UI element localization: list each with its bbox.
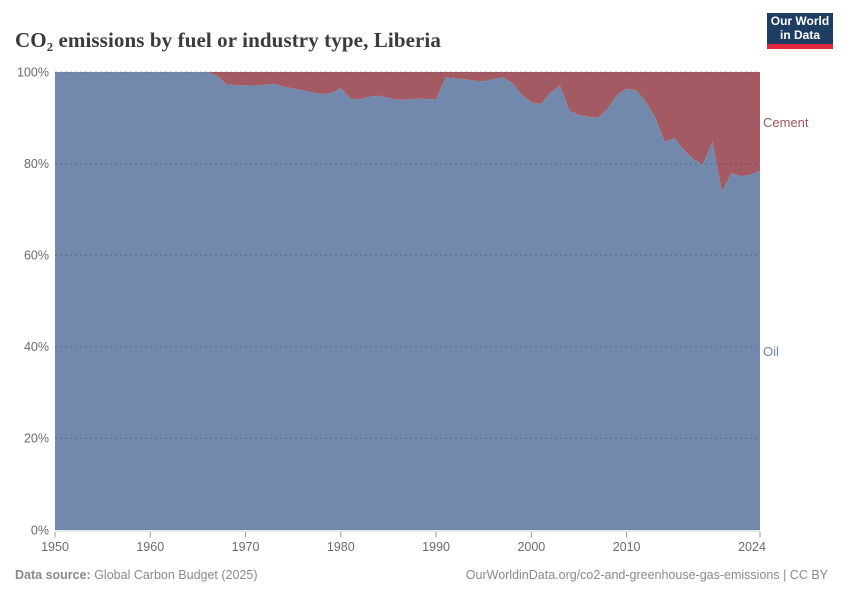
license-suffix: | CC BY <box>779 568 828 582</box>
series-label-cement: Cement <box>763 115 809 130</box>
x-tick-label-2000: 2000 <box>517 540 545 554</box>
owid-url-link[interactable]: OurWorldinData.org/co2-and-greenhouse-ga… <box>465 568 780 582</box>
chart-footer: Data source: Global Carbon Budget (2025)… <box>0 568 850 590</box>
y-tick-label-0: 0% <box>31 523 49 537</box>
license-note: OurWorldinData.org/co2-and-greenhouse-ga… <box>466 568 828 582</box>
x-tick-label-1980: 1980 <box>327 540 355 554</box>
x-tick-label-1990: 1990 <box>422 540 450 554</box>
x-tick-label-2024: 2024 <box>738 540 766 554</box>
y-tick-label-100: 100% <box>17 65 49 79</box>
x-tick-label-1950: 1950 <box>41 540 69 554</box>
y-tick-label-60: 60% <box>24 249 49 263</box>
x-tick-label-2010: 2010 <box>613 540 641 554</box>
oil-area[interactable] <box>55 72 760 530</box>
series-label-oil: Oil <box>763 344 779 359</box>
data-source-label: Data source: <box>15 568 91 582</box>
owid-logo-text: Our World in Data <box>770 14 830 42</box>
x-tick-label-1970: 1970 <box>232 540 260 554</box>
data-source-text: Global Carbon Budget (2025) <box>90 568 258 582</box>
owid-logo[interactable]: Our World in Data <box>767 13 833 49</box>
x-tick-label-1960: 1960 <box>136 540 164 554</box>
data-source-note: Data source: Global Carbon Budget (2025) <box>15 568 258 582</box>
cement-area[interactable] <box>55 72 760 192</box>
y-tick-label-40: 40% <box>24 340 49 354</box>
y-tick-label-20: 20% <box>24 432 49 446</box>
y-tick-label-80: 80% <box>24 157 49 171</box>
page-title: CO₂ emissions by fuel or industry type, … <box>15 28 441 53</box>
